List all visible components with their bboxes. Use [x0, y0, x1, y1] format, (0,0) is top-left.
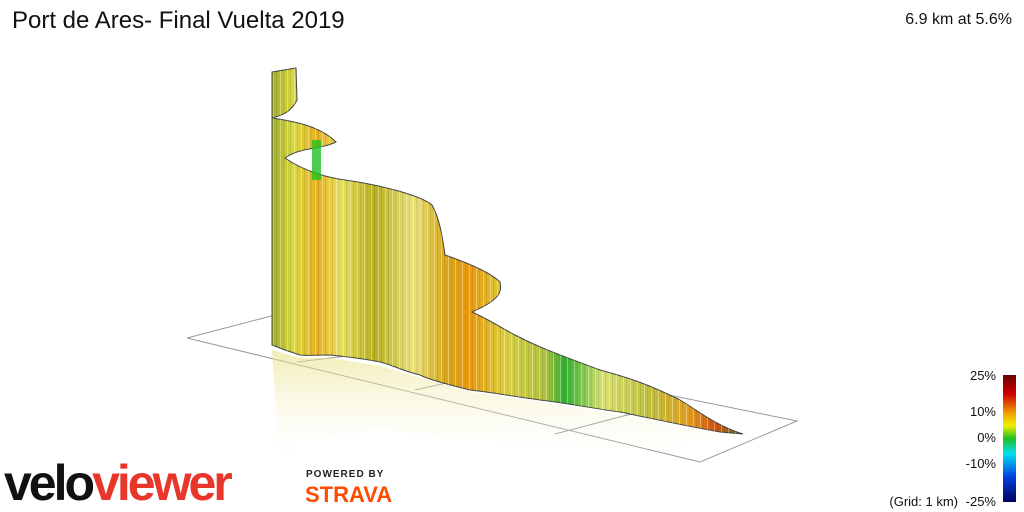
- scale-label: -25%: [966, 494, 997, 509]
- logo-part: viewer: [92, 455, 232, 511]
- powered-by: POWERED BY: [306, 469, 384, 480]
- scale-label: -10%: [966, 456, 997, 471]
- steep-band: [312, 140, 321, 180]
- scale-label: 0%: [977, 430, 996, 445]
- scale-label: 10%: [970, 404, 996, 419]
- logo-part: velo: [4, 455, 94, 511]
- elevation-ribbon: [271, 67, 744, 435]
- ribbon-texture: [272, 68, 743, 434]
- grid-note: (Grid: 1 km): [889, 494, 958, 509]
- title: Port de Ares- Final Vuelta 2019: [12, 7, 345, 34]
- scale-label: 25%: [970, 368, 996, 383]
- gradient-scale: [1003, 375, 1016, 502]
- logo: veloviewer: [4, 455, 232, 511]
- summary: 6.9 km at 5.6%: [905, 11, 1012, 28]
- strava-logo: STRAVA: [305, 482, 392, 507]
- profile-reflection: [272, 350, 720, 470]
